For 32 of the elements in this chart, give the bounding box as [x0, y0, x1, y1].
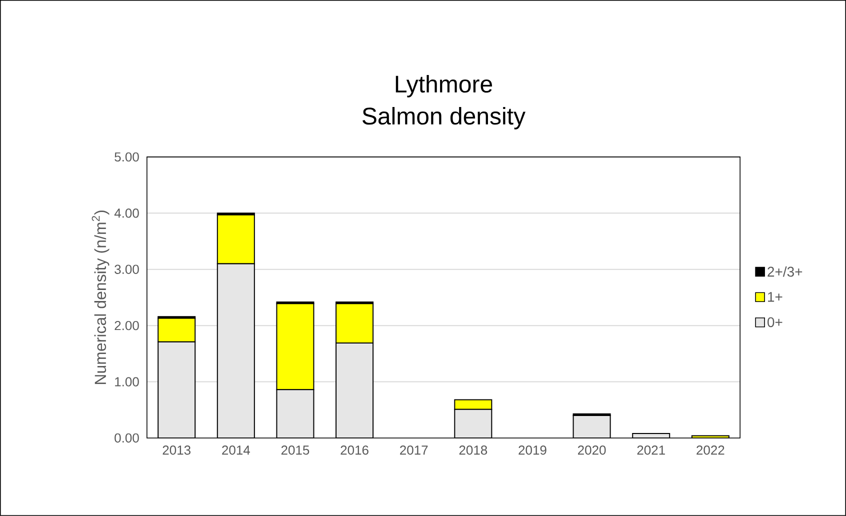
- legend-label: 1+: [768, 292, 782, 302]
- x-tick-label: 2015: [281, 446, 310, 455]
- bar: [216, 214, 255, 264]
- x-tick-label: 2019: [518, 446, 546, 455]
- y-tick-label: 4.00: [114, 208, 139, 218]
- x-tick-label: 2018: [459, 446, 488, 455]
- x-tick-label: 2017: [400, 446, 428, 455]
- bar: [276, 389, 314, 438]
- chart-subtitle: Salmon density: [362, 107, 526, 130]
- bar: [572, 415, 611, 438]
- x-tick-label: 2016: [340, 446, 368, 455]
- legend-label: 2+/3+: [768, 266, 802, 277]
- y-tick-label: 0.00: [114, 433, 139, 443]
- y-axis-title: Numerical density (n/m$^{2}$): [92, 210, 110, 384]
- x-tick-label: 2021: [637, 446, 665, 455]
- y-tick-label: 1.00: [115, 377, 139, 386]
- x-tick-label: 2013: [162, 446, 190, 455]
- bar: [158, 318, 196, 342]
- chart-title: Lythmore: [396, 75, 492, 98]
- bar: [158, 341, 196, 438]
- x-tick-label: 2022: [696, 446, 724, 455]
- bar: [216, 263, 255, 438]
- y-tick-label: 5.00: [114, 152, 139, 162]
- bar: [336, 342, 374, 438]
- y-tick-label: 3.00: [114, 264, 139, 274]
- bar: [454, 408, 492, 438]
- x-tick-label: 2020: [578, 446, 606, 455]
- x-tick-label: 2014: [222, 446, 250, 455]
- legend-label: 0+: [767, 317, 782, 328]
- y-tick-label: 2.00: [114, 321, 139, 330]
- bar: [276, 303, 314, 390]
- bar: [336, 303, 374, 344]
